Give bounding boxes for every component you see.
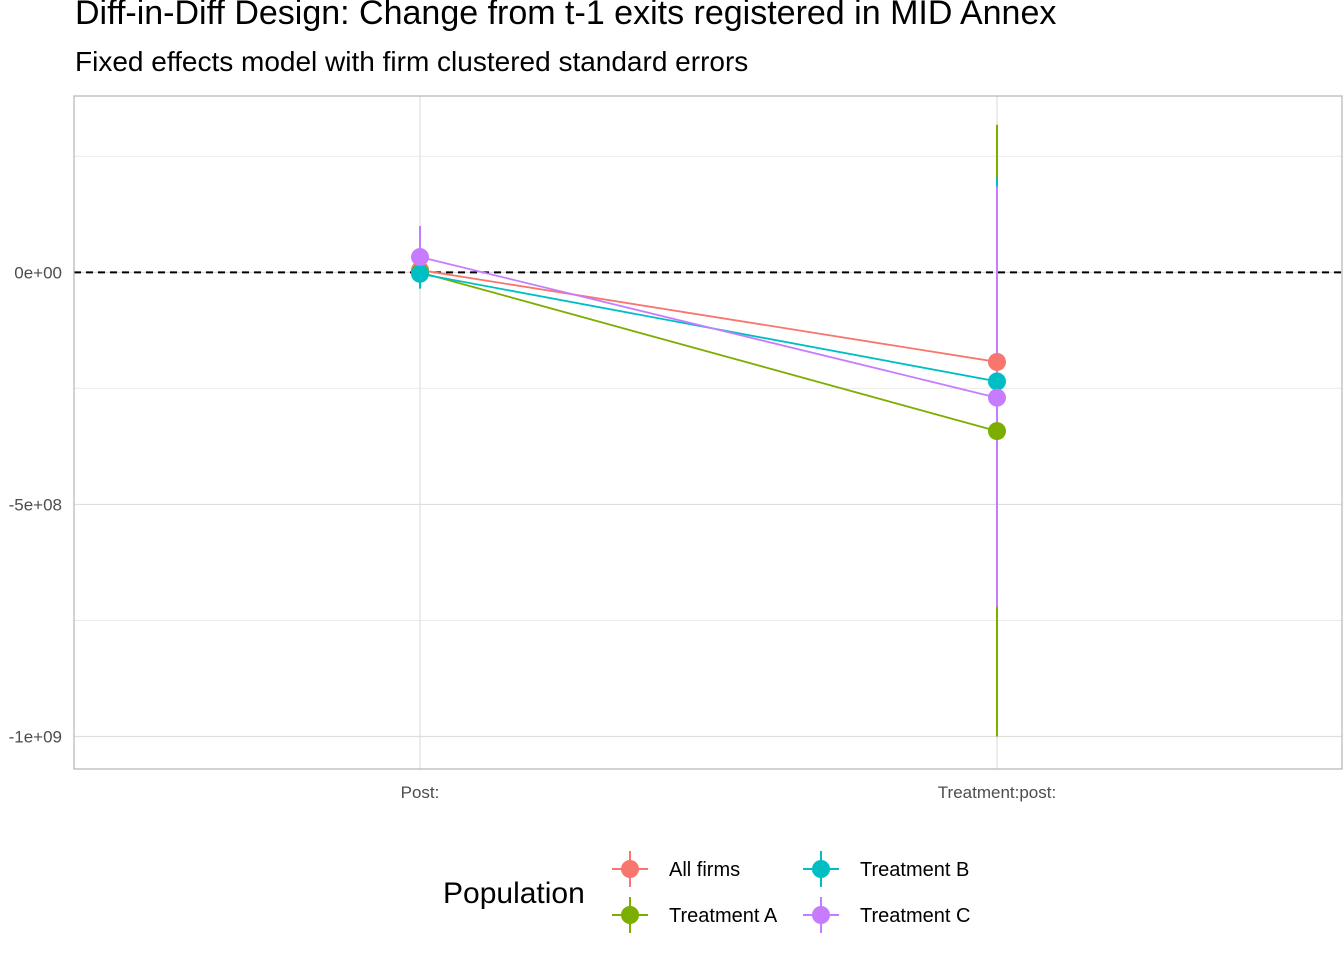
series-line	[419, 256, 998, 399]
legend-key-point	[621, 906, 639, 924]
panel-border	[73, 95, 1343, 770]
legend-label: Treatment A	[669, 905, 778, 927]
legend-title: Population	[443, 877, 585, 910]
data-point	[988, 422, 1006, 441]
legend-label: Treatment B	[860, 859, 969, 881]
points-layer	[411, 248, 1006, 441]
series-lines-layer	[419, 256, 998, 432]
legend-key-point	[621, 860, 639, 878]
legend-key-point	[812, 906, 830, 924]
axis-layer: 0e+00 -5e+08 -1e+09 Post: Treatment:post:	[9, 95, 1343, 802]
series-line	[419, 271, 998, 432]
legend-key-point	[812, 860, 830, 878]
legend-label: All firms	[669, 859, 740, 881]
grid-layer	[74, 96, 1342, 769]
chart-title: Diff-in-Diff Design: Change from t-1 exi…	[75, 0, 1057, 32]
legend-label: Treatment C	[860, 905, 970, 927]
data-point	[988, 388, 1006, 407]
legend: Population All firms Treatment A Treatment …	[443, 851, 970, 933]
series-line	[419, 269, 998, 363]
data-point	[988, 352, 1006, 371]
error-bars-layer	[419, 124, 998, 737]
x-tick-label: Post:	[401, 783, 440, 802]
y-tick-label: 0e+00	[14, 263, 62, 282]
y-tick-label: -1e+09	[9, 728, 62, 747]
y-tick-label: -5e+08	[9, 495, 62, 514]
data-point	[988, 372, 1006, 391]
data-point	[411, 248, 429, 267]
x-tick-label: Treatment:post:	[938, 783, 1056, 802]
data-point	[411, 264, 429, 283]
chart-subtitle: Fixed effects model with firm clustered …	[75, 46, 749, 77]
